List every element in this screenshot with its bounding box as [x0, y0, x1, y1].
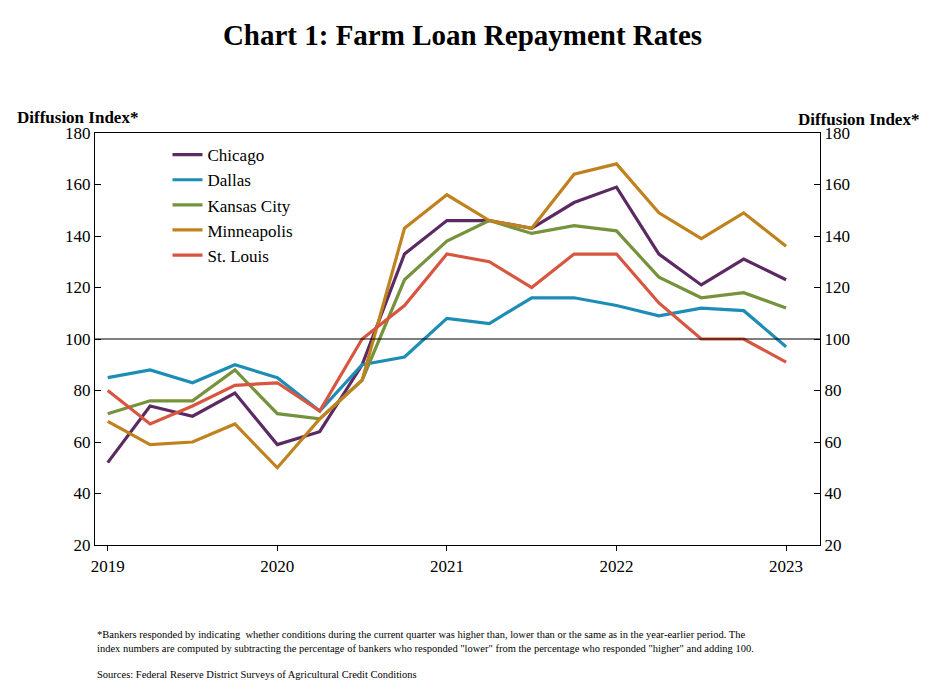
svg-text:120: 120 — [825, 278, 851, 297]
svg-text:2023: 2023 — [769, 557, 803, 576]
svg-text:120: 120 — [65, 278, 91, 297]
svg-text:Minneapolis: Minneapolis — [208, 222, 293, 241]
svg-text:160: 160 — [65, 175, 91, 194]
svg-text:180: 180 — [825, 124, 851, 143]
svg-text:40: 40 — [825, 484, 842, 503]
svg-text:Sources: Federal Reserve Distr: Sources: Federal Reserve District Survey… — [97, 669, 417, 680]
svg-text:100: 100 — [825, 330, 851, 349]
svg-text:160: 160 — [825, 175, 851, 194]
svg-text:Diffusion Index*: Diffusion Index* — [17, 108, 138, 127]
svg-text:180: 180 — [65, 124, 91, 143]
svg-text:20: 20 — [74, 536, 91, 555]
svg-text:80: 80 — [825, 381, 842, 400]
svg-text:20: 20 — [825, 536, 842, 555]
svg-text:2019: 2019 — [91, 557, 125, 576]
svg-text:60: 60 — [74, 433, 91, 452]
svg-text:140: 140 — [65, 227, 91, 246]
svg-text:40: 40 — [74, 484, 91, 503]
svg-text:Chicago: Chicago — [208, 146, 265, 165]
svg-text:Chart 1: Farm Loan Repayment R: Chart 1: Farm Loan Repayment Rates — [223, 19, 702, 51]
svg-text:2020: 2020 — [260, 557, 294, 576]
svg-text:Kansas City: Kansas City — [208, 197, 291, 216]
svg-text:100: 100 — [65, 330, 91, 349]
svg-text:*Bankers responded by indicati: *Bankers responded by indicating whether… — [97, 629, 754, 654]
svg-text:Dallas: Dallas — [208, 171, 251, 190]
svg-text:St. Louis: St. Louis — [208, 247, 269, 266]
svg-text:Diffusion Index*: Diffusion Index* — [798, 110, 919, 129]
svg-text:140: 140 — [825, 227, 851, 246]
svg-text:80: 80 — [74, 381, 91, 400]
svg-text:2022: 2022 — [599, 557, 633, 576]
svg-text:60: 60 — [825, 433, 842, 452]
svg-text:2021: 2021 — [430, 557, 464, 576]
